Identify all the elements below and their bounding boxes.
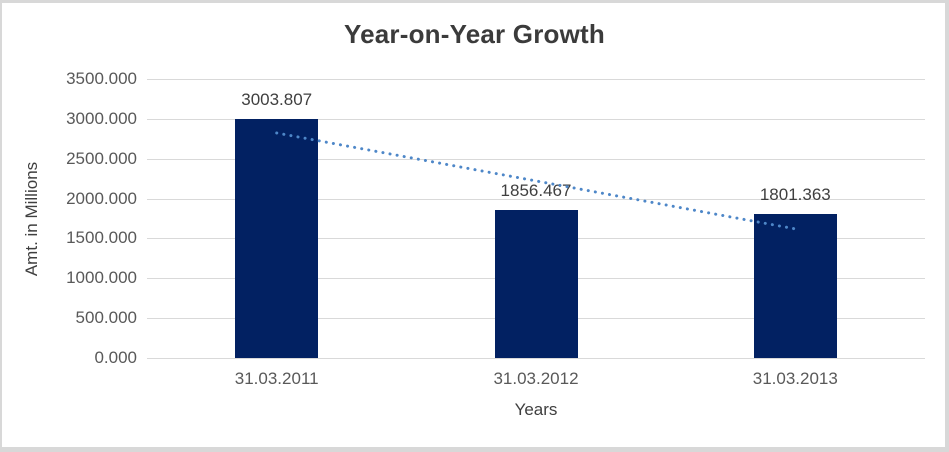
y-tick-label: 1000.000	[66, 268, 137, 288]
bar-data-label[interactable]: 3003.807	[241, 89, 313, 109]
bar[interactable]	[494, 210, 578, 358]
y-tick-label: 3000.000	[66, 108, 137, 128]
y-tick-label: 500.000	[75, 308, 137, 328]
gridline	[147, 358, 925, 359]
y-tick-label: 1500.000	[66, 228, 137, 248]
chart-title[interactable]: Year-on-Year Growth	[344, 19, 605, 49]
y-tick-label: 0.000	[94, 348, 137, 367]
bar-data-label[interactable]: 1856.467	[500, 181, 572, 200]
x-tick-label: 31.03.2011	[234, 369, 319, 388]
y-axis-title-label: Amt. in Millions	[22, 161, 41, 276]
y-tick-label: 3500.000	[66, 69, 137, 88]
y-tick-label: 2500.000	[66, 148, 137, 168]
gridline	[147, 118, 925, 120]
y-tick-label: 2000.000	[66, 188, 137, 208]
bar[interactable]	[235, 118, 319, 358]
gridline	[147, 79, 925, 80]
bar[interactable]	[753, 214, 837, 358]
x-tick-label: 31.03.2012	[493, 369, 579, 388]
x-axis-title[interactable]: Years	[514, 400, 558, 419]
x-tick-label: 31.03.2013	[752, 369, 838, 388]
bar-data-label[interactable]: 1801.363	[759, 185, 831, 205]
